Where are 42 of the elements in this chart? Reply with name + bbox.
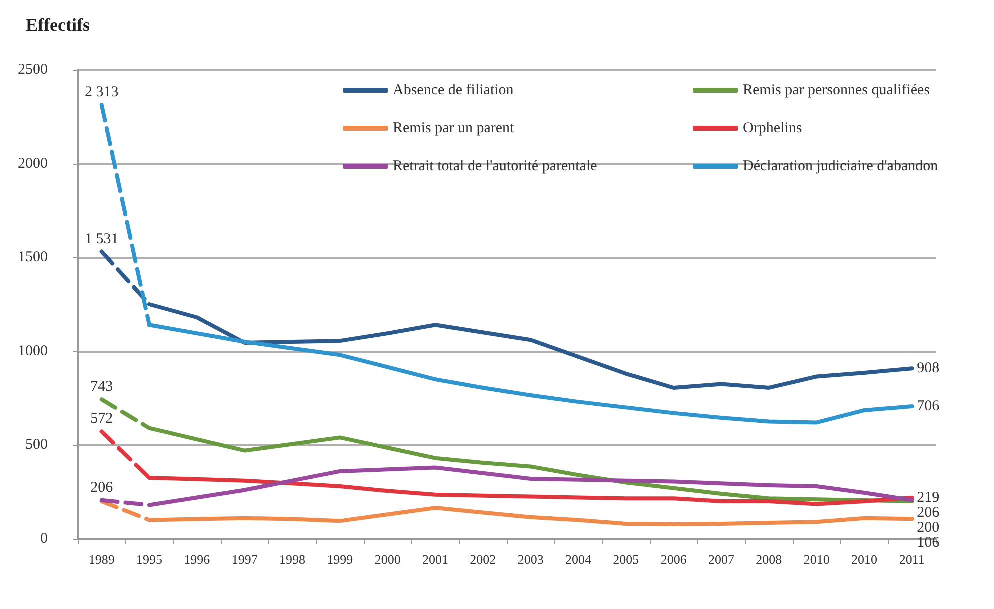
data-label: 908 — [917, 360, 940, 377]
x-tick-label: 1995 — [136, 552, 162, 567]
y-tick-label: 500 — [26, 437, 48, 454]
x-tick-label: 1996 — [184, 552, 211, 567]
data-label: 106 — [917, 534, 940, 551]
x-tick-label: 2001 — [422, 552, 448, 567]
data-label: 200 — [917, 520, 940, 536]
y-tick-label: 2500 — [18, 62, 48, 78]
x-tick-label: 2005 — [613, 552, 640, 567]
data-label: 206 — [917, 504, 940, 521]
data-label: 206 — [90, 480, 114, 496]
x-tick-label: 2003 — [518, 552, 544, 567]
x-tick-label: 2011 — [899, 552, 925, 567]
x-tick-label: 1997 — [232, 552, 258, 567]
legend-label: Remis par personnes qualifiées — [743, 82, 930, 98]
y-tick-label: 0 — [40, 531, 48, 547]
x-tick-label: 1999 — [327, 552, 354, 567]
x-tick-label: 2006 — [660, 552, 688, 567]
data-label: 743 — [90, 379, 114, 396]
data-label: 572 — [90, 411, 114, 428]
x-tick-label: 2010 — [852, 552, 878, 567]
legend-label: Remis par un parent — [393, 120, 516, 136]
legend-label: Retrait total de l'autorité parentale — [393, 158, 598, 174]
x-tick-label: 1989 — [88, 552, 115, 567]
y-axis-title: Effectifs — [26, 15, 90, 35]
x-tick-label: 2008 — [756, 552, 782, 567]
x-tick-label: 2002 — [470, 552, 496, 567]
y-tick-label: 1500 — [18, 250, 48, 266]
legend-label: Déclaration judiciaire d'abandon — [743, 158, 939, 174]
x-tick-label: 2010 — [804, 552, 830, 567]
x-tick-label: 2000 — [374, 552, 401, 567]
data-label: 2 313 — [84, 84, 119, 101]
legend-label: Orphelins — [743, 120, 802, 136]
y-tick-label: 1000 — [18, 343, 48, 360]
data-label: 706 — [917, 398, 940, 415]
data-label: 219 — [917, 490, 940, 506]
y-tick-label: 2000 — [18, 156, 48, 172]
x-tick-label: 2007 — [708, 552, 735, 567]
x-tick-label: 2004 — [566, 552, 592, 567]
x-tick-label: 1998 — [280, 552, 306, 567]
data-label: 1 531 — [84, 231, 119, 248]
legend-label: Absence de filiation — [393, 82, 514, 98]
